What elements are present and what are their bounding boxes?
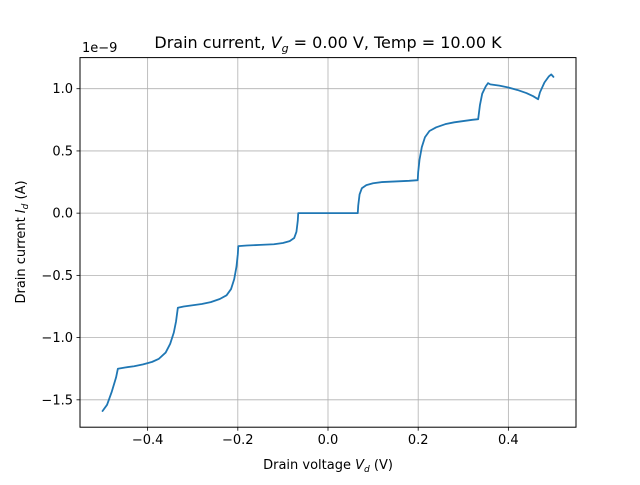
x-ticks: −0.4 −0.2 0.0 0.2 0.4 [132, 427, 519, 448]
y-tick-label: −1.5 [41, 393, 73, 408]
y-axis-label: Drain current Id (A) [14, 180, 31, 303]
series-group [101, 73, 555, 412]
y-tick-label: −0.5 [41, 269, 73, 284]
y-tick-label: −1.0 [41, 331, 73, 346]
x-tick-label: −0.2 [222, 433, 254, 448]
x-tick-label: −0.4 [132, 433, 164, 448]
x-tick-label: 0.0 [318, 433, 339, 448]
x-tick-label: 0.4 [498, 433, 519, 448]
y-offset-label: 1e−9 [82, 41, 117, 56]
y-tick-label: 0.0 [52, 207, 73, 222]
grid [80, 57, 576, 428]
y-tick-label: 0.5 [52, 144, 73, 159]
series-line [101, 73, 555, 412]
x-axis-label: Drain voltage Vd (V) [263, 458, 393, 475]
chart-title: Drain current, Vg = 0.00 V, Temp = 10.00… [154, 33, 502, 55]
y-tick-label: 1.0 [52, 82, 73, 97]
x-tick-label: 0.2 [408, 433, 429, 448]
y-ticks: −1.5 −1.0 −0.5 0.0 0.5 1.0 [41, 82, 80, 408]
